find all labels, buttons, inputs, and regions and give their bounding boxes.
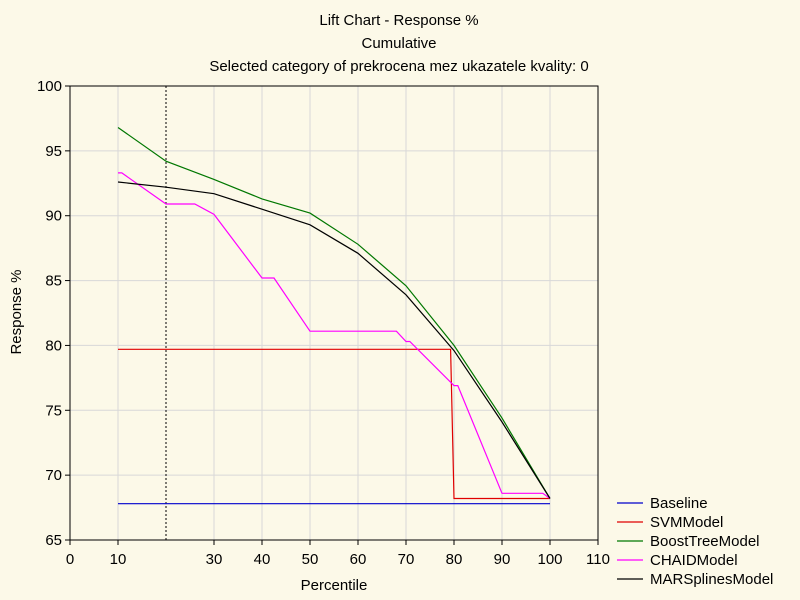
- chart-subtitle: Cumulative: [361, 35, 436, 52]
- legend-label-chaidmodel: CHAIDModel: [650, 552, 738, 569]
- series-line-chaidmodel: [118, 172, 551, 499]
- legend-label-boosttreemodel: BoostTreeModel: [650, 533, 760, 550]
- grid: [69, 85, 599, 541]
- x-tick-label: 80: [446, 551, 463, 568]
- y-tick-label: 65: [45, 532, 62, 549]
- x-tick-label: 90: [494, 551, 511, 568]
- x-tick-label: 30: [206, 551, 223, 568]
- x-tick-label: 70: [398, 551, 415, 568]
- series-line-boosttreemodel: [117, 127, 551, 499]
- legend-label-svmmodel: SVMModel: [650, 514, 723, 531]
- y-tick-label: 95: [45, 143, 62, 160]
- chart-subtitle-category: Selected category of prekrocena mez ukaz…: [209, 58, 588, 75]
- legend-label-baseline: Baseline: [650, 495, 708, 512]
- chart-title: Lift Chart - Response %: [319, 12, 478, 29]
- series-line-marsplinesmodel: [117, 181, 551, 499]
- x-tick-label: 10: [110, 551, 127, 568]
- y-tick-label: 100: [37, 78, 62, 95]
- y-tick-label: 80: [45, 337, 62, 354]
- x-tick-label: 110: [586, 551, 610, 568]
- x-tick-label: 40: [254, 551, 271, 568]
- x-tick-label: 0: [66, 551, 74, 568]
- y-tick-label: 90: [45, 208, 62, 225]
- series-lines: [117, 127, 551, 505]
- plot-area-frame: [69, 85, 599, 541]
- series-line-svmmodel: [118, 348, 550, 500]
- x-axis-title: Percentile: [301, 577, 368, 594]
- x-tick-label: 60: [350, 551, 367, 568]
- legend: Baseline SVMModel BoostTreeModel CHAIDModel…: [617, 495, 773, 588]
- legend-label-marsplinesmodel: MARSplinesModel: [650, 571, 773, 588]
- x-tick-label: 50: [302, 551, 319, 568]
- x-tick-label: 100: [537, 551, 562, 568]
- y-tick-label: 70: [45, 467, 62, 484]
- y-axis-title: Response %: [8, 269, 25, 354]
- y-tick-label: 85: [45, 273, 62, 290]
- y-tick-label: 75: [45, 402, 62, 419]
- axis-ticks: 0 10 30 40 50 60 70 80 90 100 110 65 70 75 80 85 90 95 100: [37, 78, 610, 568]
